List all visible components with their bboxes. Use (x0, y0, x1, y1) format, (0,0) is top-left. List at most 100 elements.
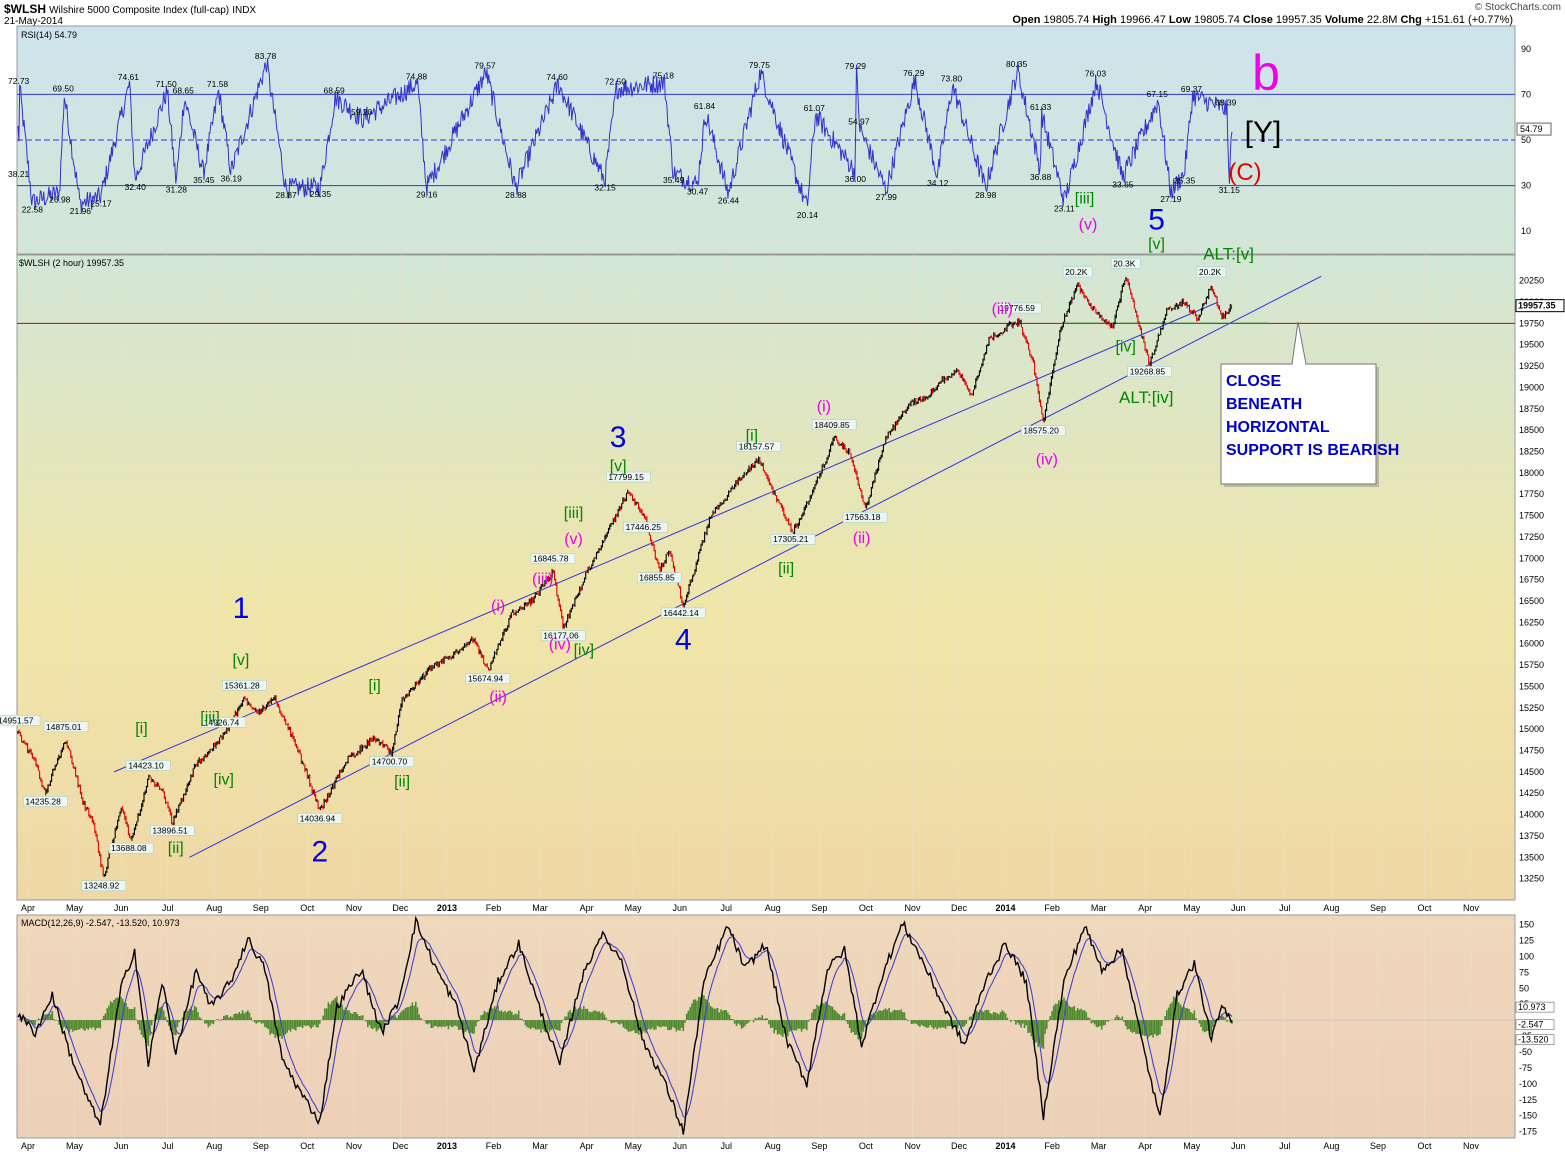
price-label: 17799.15 (608, 472, 644, 482)
rsi-peak-label: 69.50 (53, 84, 75, 94)
wave-label: [iv] (1115, 339, 1135, 356)
price-tick-label: 19250 (1519, 361, 1544, 371)
macd-tick-label: 150 (1519, 920, 1534, 930)
price-last-value-box (1515, 299, 1565, 313)
month-tick-label: Jun (114, 1141, 129, 1151)
price-label-box (661, 607, 706, 619)
wave-label-y: [Y] (1245, 116, 1282, 149)
rsi-peak-label: 71.50 (155, 79, 177, 89)
rsi-trough-label: 27.19 (1160, 194, 1182, 204)
month-tick-label: Sep (811, 903, 827, 913)
price-label-box (43, 721, 89, 733)
price-background (16, 254, 1516, 901)
price-tick-label: 17750 (1519, 489, 1544, 499)
price-label-box (222, 680, 267, 691)
wave-label: [i] (135, 720, 147, 737)
price-label-box (150, 825, 195, 836)
month-tick-label: Aug (1323, 903, 1339, 913)
rsi-peak-label: 79.29 (845, 61, 867, 71)
wave-label: [ii] (778, 561, 794, 578)
wave-label: 1 (233, 592, 250, 625)
ohlc-value-low: 19805.74 (1193, 14, 1240, 26)
price-tick-label: 18500 (1519, 425, 1544, 435)
ohlc-key-high: High (1089, 14, 1120, 26)
price-label-box (369, 756, 415, 767)
rsi-trough-label: 20.14 (797, 210, 819, 220)
price-label: 18157.57 (739, 441, 775, 451)
rsi-trough-label: 38.21 (8, 169, 30, 179)
month-tick-label: Jul (162, 1141, 174, 1151)
rsi-last-value-label: 54.79 (1520, 124, 1543, 134)
rsi-trough-label: 36.88 (1030, 172, 1052, 182)
callout-text-line: SUPPORT IS BEARISH (1226, 442, 1399, 459)
rsi-peak-label: 59.20 (351, 107, 373, 117)
wave-label: (v) (564, 531, 583, 548)
wave-label: [iii] (564, 505, 584, 522)
header-left: $WLSH Wilshire 5000 Composite Index (ful… (4, 2, 256, 16)
month-tick-label: Apr (1138, 1141, 1152, 1151)
price-tick-label: 16500 (1519, 596, 1544, 606)
price-label: 14700.70 (372, 757, 408, 767)
ohlc-key-low: Low (1165, 14, 1194, 26)
rsi-trough-label: 31.28 (166, 185, 188, 195)
rsi-peak-label: 83.78 (255, 51, 277, 61)
month-tick-label: Feb (1044, 903, 1060, 913)
rsi-trough-label: 28.88 (505, 190, 527, 200)
rsi-tick-label: 70 (1521, 89, 1531, 99)
ohlc-value-open: 19805.74 (1043, 14, 1090, 26)
macd-last-value-box (1515, 1019, 1555, 1031)
month-tick-label: Apr (1138, 903, 1152, 913)
ohlc-key-open: Open (1012, 14, 1044, 26)
wave-label: [ii] (394, 773, 410, 790)
macd-line (17, 915, 1233, 1135)
callout-text-line: CLOSE (1226, 373, 1281, 390)
macd-tick-label: -75 (1519, 1063, 1532, 1073)
month-tick-label: Aug (206, 1141, 222, 1151)
month-tick-label: Jun (672, 903, 687, 913)
macd-tick-label: -100 (1519, 1079, 1537, 1089)
ohlc-key-close: Close (1239, 14, 1276, 26)
price-tick-label: 16250 (1519, 617, 1544, 627)
month-tick-label: Dec (951, 1141, 968, 1151)
price-tick-label: 18250 (1519, 446, 1544, 456)
month-tick-label: Sep (253, 1141, 269, 1151)
price-tick-label: 17250 (1519, 532, 1544, 542)
month-tick-label: Oct (300, 903, 315, 913)
month-tick-label: Jul (1279, 903, 1291, 913)
price-label: 17446.25 (626, 522, 662, 532)
month-tick-label: Dec (951, 903, 968, 913)
macd-tick-label: 75 (1519, 967, 1529, 977)
price-tick-label: 15750 (1519, 660, 1544, 670)
macd-tick-label: 50 (1519, 983, 1529, 993)
price-label-box (811, 419, 857, 431)
wave-label: (i) (817, 398, 831, 415)
price-label-box (0, 715, 41, 726)
rsi-tick-label: 50 (1521, 135, 1531, 145)
rsi-peak-label: 72.50 (605, 77, 627, 87)
wave-label: 3 (610, 421, 627, 454)
price-label-box (1021, 425, 1066, 436)
month-tick-label: Feb (1044, 1141, 1060, 1151)
month-tick-label: Apr (580, 903, 594, 913)
price-panel: Apr May Jun Jul Aug Sep Oct Nov Dec 2013 Feb Mar Apr… (0, 255, 1565, 913)
rsi-peak-label: 67.15 (1147, 89, 1169, 99)
month-tick-label: Oct (1417, 1141, 1432, 1151)
price-title: $WLSH (2 hour) 19957.35 (19, 258, 124, 268)
macd-tick-label: -150 (1519, 1111, 1537, 1121)
rsi-peak-label: 74.61 (118, 72, 140, 82)
wave-label: [iii] (1075, 191, 1095, 208)
price-label: 13896.51 (152, 825, 188, 835)
price-label-box (465, 673, 511, 684)
rsi-trough-label: 35.45 (193, 175, 215, 185)
rsi-trough-label: 29.16 (416, 190, 438, 200)
month-tick-label: Mar (532, 1141, 548, 1151)
price-label: 18575.20 (1023, 426, 1059, 436)
month-tick-label: May (66, 1141, 84, 1151)
price-last-value-label: 19957.35 (1518, 301, 1556, 311)
price-label-box (1110, 258, 1141, 269)
month-tick-label: May (625, 903, 643, 913)
macd-tick-label: 100 (1519, 951, 1534, 961)
price-label-box (997, 302, 1042, 314)
rsi-trough-label: 25.17 (90, 199, 112, 209)
